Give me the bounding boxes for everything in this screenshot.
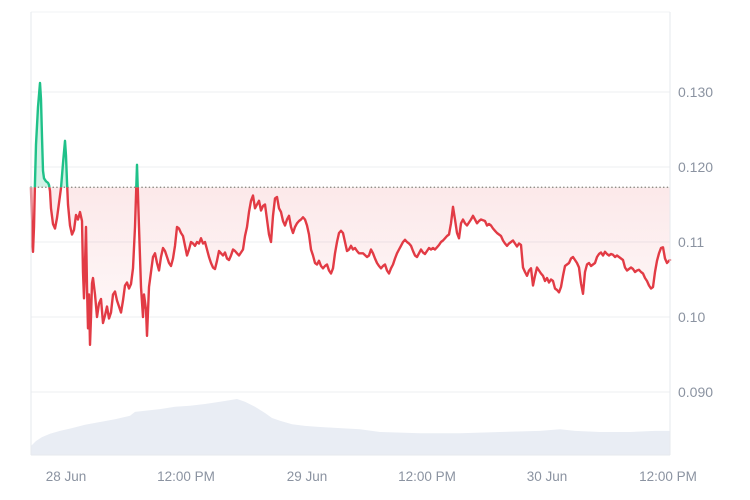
y-tick-label: 0.10 [678,309,706,325]
x-tick-label: 12:00 PM [157,469,215,484]
x-tick-label: 12:00 PM [398,469,456,484]
y-tick-label: 0.120 [678,159,714,175]
y-tick-label: 0.130 [678,84,714,100]
x-tick-label: 12:00 PM [639,469,697,484]
y-tick-label: 0.11 [678,234,705,250]
x-tick-label: 30 Jun [526,469,568,484]
price-line-down [29,187,672,346]
price-area-below-baseline [31,187,670,345]
x-tick-label: 29 Jun [286,469,328,484]
y-tick-label: 0.090 [678,384,714,400]
x-tick-label: 28 Jun [45,469,87,484]
volume-area [31,399,670,455]
